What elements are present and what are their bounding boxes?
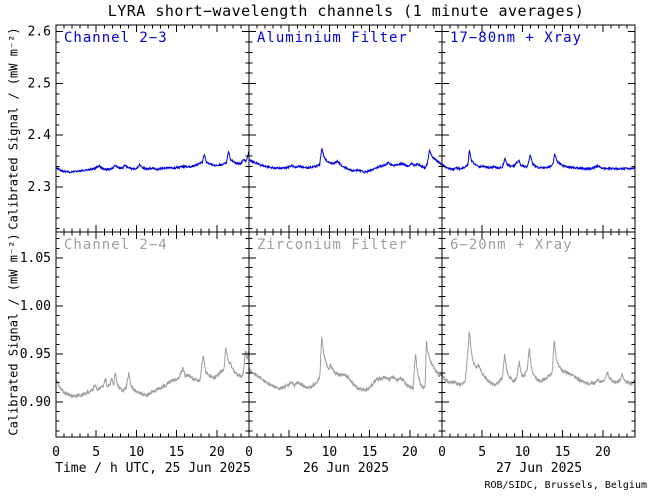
y-tick-label: 2.3 [28, 180, 51, 195]
y-tick-label: 1.05 [20, 251, 51, 266]
y-tick-label: 0.95 [20, 347, 51, 362]
x-axis-date-label-1: Time / h UTC, 25 Jun 2025 [55, 461, 251, 476]
x-tick-label: 0 [438, 445, 446, 460]
x-tick-label: 15 [362, 445, 378, 460]
x-tick-label: 5 [92, 445, 100, 460]
x-axis-date-label-3: 27 Jun 2025 [495, 461, 583, 476]
trace-channel-2-4 [55, 347, 250, 399]
y-tick-label: 2.5 [28, 76, 51, 91]
x-tick-label: 20 [595, 445, 611, 460]
plot-panel [248, 24, 443, 233]
x-tick-label: 15 [169, 445, 185, 460]
x-axis-date-label-2: 26 Jun 2025 [302, 461, 390, 476]
x-tick-label: 10 [515, 445, 531, 460]
trace-zirconium-filter [248, 335, 443, 393]
trace-aluminium-filter [248, 147, 443, 175]
panel-label: 17−80nm + Xray [450, 30, 582, 46]
trace-6-20nm-xray [441, 331, 636, 388]
plot-panel [248, 231, 443, 438]
trace-channel-2-3 [55, 150, 250, 174]
panel-label: Zirconium Filter [257, 237, 408, 253]
x-tick-label: 5 [478, 445, 486, 460]
plot-panel [441, 24, 636, 233]
x-tick-label: 20 [209, 445, 225, 460]
y-tick-label: 2.4 [28, 128, 52, 143]
y-tick-label: 1.00 [20, 299, 51, 314]
x-tick-label: 10 [322, 445, 338, 460]
panel-label: 6−20nm + Xray [450, 237, 573, 253]
panel-label: Channel 2−3 [64, 30, 168, 46]
plot-panel [441, 231, 636, 438]
chart-title: LYRA short−wavelength channels (1 minute… [107, 2, 585, 20]
plot-panel [55, 24, 250, 233]
x-tick-label: 5 [285, 445, 293, 460]
x-tick-label: 0 [245, 445, 253, 460]
y-tick-label: 0.90 [20, 395, 51, 410]
panel-label: Channel 2−4 [64, 237, 168, 253]
credit-text: ROB/SIDC, Brussels, Belgium [484, 480, 647, 491]
x-tick-label: 15 [555, 445, 571, 460]
plot-panel [55, 231, 250, 438]
x-tick-label: 10 [129, 445, 145, 460]
x-tick-label: 20 [402, 445, 418, 460]
trace-17-80nm-xray [441, 149, 636, 172]
panel-label: Aluminium Filter [257, 30, 408, 46]
y-tick-label: 2.6 [28, 25, 51, 40]
x-tick-label: 0 [52, 445, 60, 460]
